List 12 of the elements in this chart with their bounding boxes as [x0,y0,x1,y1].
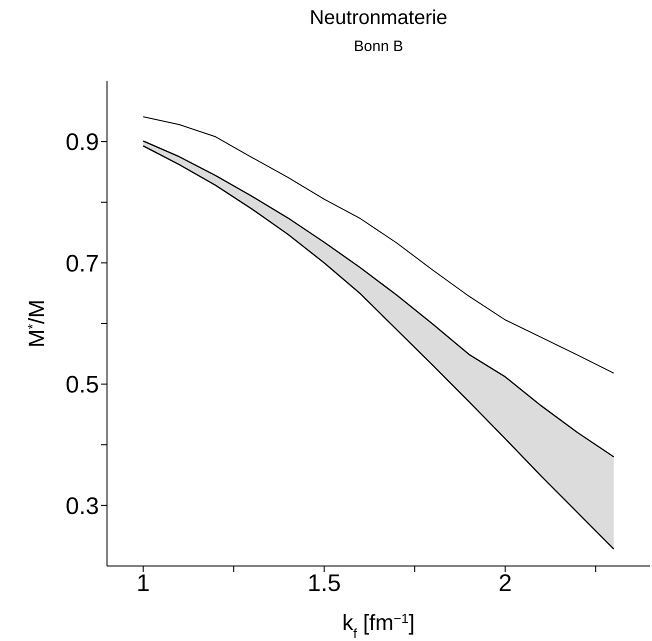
chart-title: Neutronmaterie [310,7,448,29]
x-tick-label: 1.5 [308,570,341,598]
x-tick-label: 1 [136,570,150,598]
line-series [142,116,614,374]
y-tick-label: 0.3 [66,492,99,520]
y-tick-label: 0.7 [66,250,99,278]
x-tick-label: 2 [498,570,512,598]
chart-subtitle: Bonn B [354,38,404,55]
y-tick-label: 0.9 [66,129,99,156]
y-tick-label: 0.5 [66,372,99,399]
line-series [142,140,614,458]
x-axis-title: k$_{f}$ [fm$^{−1}$] [342,610,415,640]
